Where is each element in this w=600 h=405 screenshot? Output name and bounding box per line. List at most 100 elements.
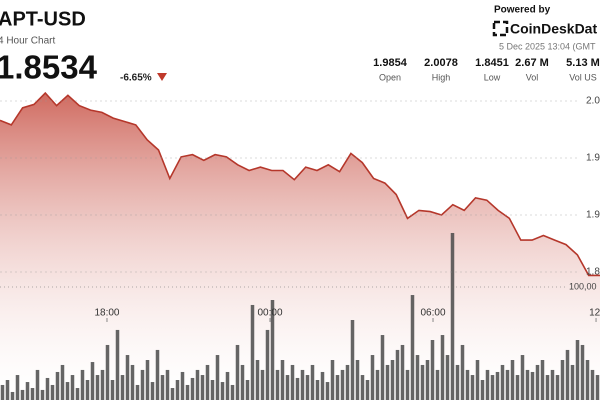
volume-bar — [65, 382, 70, 400]
price-line — [0, 91, 600, 277]
volume-bar — [520, 355, 525, 400]
volume-bar — [545, 375, 550, 400]
volume-bar — [360, 375, 365, 400]
volume-bar — [10, 391, 15, 400]
volume-bar — [405, 369, 410, 400]
volume-bar — [455, 364, 460, 400]
volume-bar — [445, 355, 450, 400]
price: 1.8534 — [0, 49, 98, 86]
volume-bar — [465, 369, 470, 400]
volume-bar — [475, 360, 480, 400]
stat-value: 2.0078 — [424, 57, 458, 69]
volume-bar — [505, 369, 510, 400]
volume-bar — [490, 375, 495, 400]
volume-bar — [470, 375, 475, 400]
volume-bar — [320, 371, 325, 400]
volume-bar — [205, 364, 210, 400]
volume-bar — [560, 360, 565, 400]
volume-bar — [215, 355, 220, 400]
volume-bar — [150, 382, 155, 400]
volume-bar — [80, 369, 85, 400]
volume-bar — [55, 371, 60, 400]
volume-bar — [585, 360, 590, 400]
volume-bar — [145, 360, 150, 400]
volume-bar — [240, 364, 245, 400]
volume-bar — [335, 375, 340, 400]
volume-bar — [415, 355, 420, 400]
volume-bar — [225, 371, 230, 400]
volume-bar — [300, 369, 305, 400]
price-area — [0, 93, 600, 400]
volume-bar — [85, 380, 90, 400]
volume-bar — [40, 389, 45, 400]
stat-label: Vol US — [569, 72, 597, 82]
volume-bar — [175, 380, 180, 400]
volume-bar — [290, 364, 295, 400]
stat-value: 1.9854 — [373, 57, 408, 69]
stats: 1.9854 Open 2.0078 High 1.8451 Low 2.67 M Vol 5.… — [373, 57, 600, 82]
volume-bar — [45, 377, 50, 400]
volume-bar — [565, 349, 570, 400]
volume-bar — [20, 389, 25, 400]
volume-bar — [285, 375, 290, 400]
volume-bar — [500, 364, 505, 400]
volume-bar — [430, 340, 435, 400]
volume-bar — [510, 360, 515, 400]
stat-value: 5.13 M — [566, 57, 600, 69]
stat-value: 1.8451 — [475, 57, 509, 69]
volume-bar — [125, 355, 130, 400]
y-tick-label: 2.0 — [586, 96, 600, 107]
volume-bar — [95, 375, 100, 400]
volume-bar — [100, 369, 105, 400]
volume-bar — [435, 369, 440, 400]
volume-bar — [365, 380, 370, 400]
volume-bar — [375, 369, 380, 400]
volume-bar — [245, 380, 250, 400]
volume-bar — [210, 380, 215, 400]
volume-bar — [25, 382, 30, 400]
volume-bar — [555, 375, 560, 400]
volume-bar — [60, 364, 65, 400]
volume-bar — [370, 355, 375, 400]
volume-bar — [115, 329, 120, 400]
volume-bar — [590, 369, 595, 400]
volume-bar — [595, 375, 600, 400]
volume-bar — [380, 335, 385, 400]
y-tick-label: 1.9 — [586, 210, 600, 221]
volume-bar — [340, 369, 345, 400]
stat-label: Open — [379, 72, 401, 82]
volume-bar — [530, 371, 535, 400]
volume-bar — [135, 384, 140, 400]
down-arrow — [157, 73, 167, 81]
subtitle: 4 Hour Chart — [0, 36, 55, 47]
volume-bar — [515, 375, 520, 400]
volume-bar — [15, 375, 20, 400]
volume-bar — [35, 369, 40, 400]
volume-bar — [535, 364, 540, 400]
powered-by: Powered by — [494, 5, 551, 16]
brand: CoinDeskDat — [510, 21, 597, 37]
volume-bar — [105, 344, 110, 400]
volume-bar — [295, 377, 300, 400]
plot — [0, 91, 600, 400]
stat-label: Low — [484, 72, 501, 82]
volume-bar — [390, 360, 395, 400]
stat-label: High — [432, 72, 451, 82]
volume-bar — [155, 349, 160, 400]
volume-bar — [70, 375, 75, 400]
volume-bar — [270, 300, 275, 400]
title: APT-USD — [0, 8, 86, 30]
volume-bar — [330, 360, 335, 400]
volume-bar — [570, 364, 575, 400]
volume-bar — [230, 384, 235, 400]
volume-bar — [395, 349, 400, 400]
volume-bar — [75, 388, 80, 400]
volume-bar — [90, 362, 95, 400]
volume-bar — [5, 380, 10, 400]
volume-bar — [310, 364, 315, 400]
volume-bar — [550, 369, 555, 400]
y2-tick-label: 100,00 — [569, 281, 597, 291]
volume-bar — [420, 364, 425, 400]
volume-bar — [410, 295, 415, 400]
